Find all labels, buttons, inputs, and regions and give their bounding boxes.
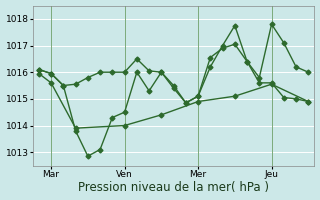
X-axis label: Pression niveau de la mer( hPa ): Pression niveau de la mer( hPa ) (78, 181, 269, 194)
